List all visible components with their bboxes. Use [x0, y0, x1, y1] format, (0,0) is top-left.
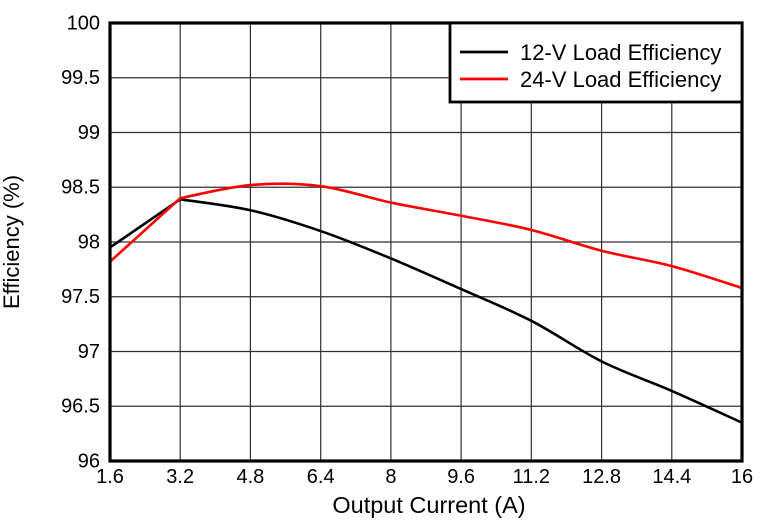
svg-text:9.6: 9.6: [447, 466, 475, 488]
svg-text:97.5: 97.5: [61, 286, 100, 308]
svg-text:97: 97: [78, 341, 100, 363]
svg-text:96.5: 96.5: [61, 396, 100, 418]
svg-text:16: 16: [731, 466, 753, 488]
svg-text:24-V Load Efficiency: 24-V Load Efficiency: [520, 67, 721, 92]
svg-text:98.5: 98.5: [61, 177, 100, 199]
svg-text:1.6: 1.6: [96, 466, 124, 488]
svg-text:Output Current (A): Output Current (A): [332, 492, 525, 518]
svg-text:Efficiency (%): Efficiency (%): [0, 175, 24, 309]
svg-text:4.8: 4.8: [236, 466, 264, 488]
svg-text:3.2: 3.2: [166, 466, 194, 488]
svg-text:12-V Load Efficiency: 12-V Load Efficiency: [520, 40, 721, 65]
svg-text:8: 8: [385, 466, 396, 488]
svg-text:100: 100: [67, 13, 100, 35]
svg-text:98: 98: [78, 232, 100, 254]
svg-text:14.4: 14.4: [652, 466, 691, 488]
svg-text:12.8: 12.8: [582, 466, 621, 488]
svg-text:99: 99: [78, 122, 100, 144]
svg-text:99.5: 99.5: [61, 67, 100, 89]
svg-text:6.4: 6.4: [307, 466, 335, 488]
svg-text:11.2: 11.2: [513, 466, 550, 488]
